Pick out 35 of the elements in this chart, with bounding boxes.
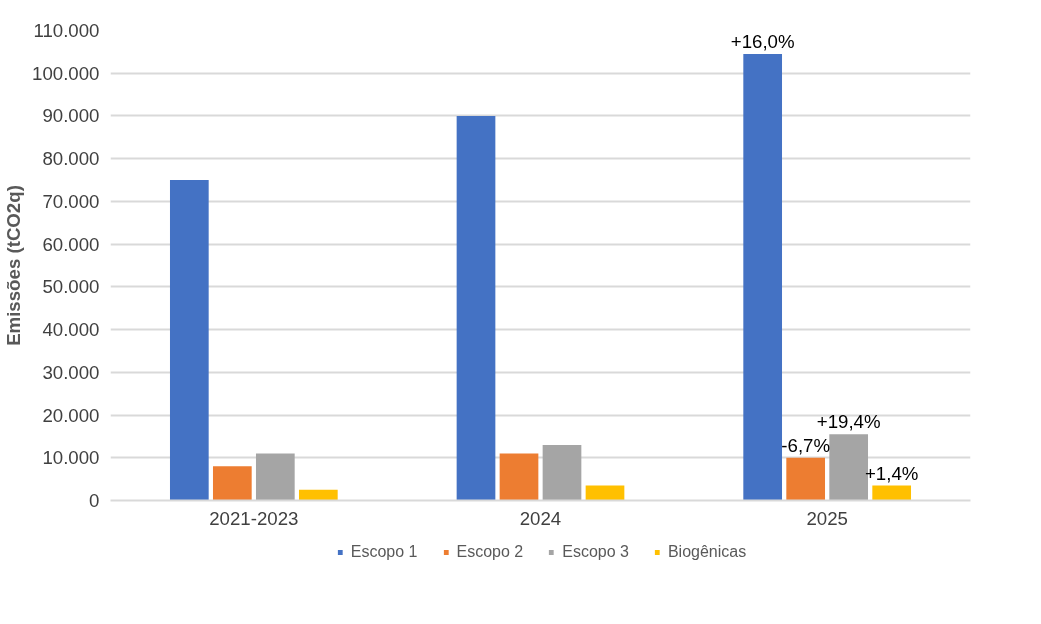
y-axis-title: Emissões (tCO2q) xyxy=(3,185,25,346)
annotation: +19,4% xyxy=(816,411,881,433)
legend-label: Escopo 3 xyxy=(562,543,629,561)
bar xyxy=(743,54,783,501)
annotation: -6,7% xyxy=(781,434,831,456)
y-tick-label: 100.000 xyxy=(32,62,100,84)
y-tick-label: 50.000 xyxy=(42,276,100,298)
y-tick-label: 80.000 xyxy=(42,148,100,170)
y-tick-label: 110.000 xyxy=(33,20,100,41)
y-tick-label: 10.000 xyxy=(42,447,100,469)
bar xyxy=(499,453,539,501)
legend-label: Biogênicas xyxy=(667,543,747,561)
bar xyxy=(255,453,295,501)
y-tick-label: 0 xyxy=(89,490,100,511)
x-tick-label: 2021-2023 xyxy=(209,507,299,529)
annotation: +1,4% xyxy=(864,462,919,484)
y-tick-label: 30.000 xyxy=(42,361,100,383)
x-tick-label: 2024 xyxy=(519,507,562,529)
y-tick-label: 60.000 xyxy=(42,233,100,255)
legend-label: Escopo 2 xyxy=(456,543,524,561)
bar xyxy=(542,444,582,501)
annotation: +16,0% xyxy=(730,31,795,52)
legend-label: Escopo 1 xyxy=(350,543,418,561)
x-tick-label: 2025 xyxy=(806,507,848,529)
bar xyxy=(456,115,496,501)
bar xyxy=(169,180,209,501)
bar xyxy=(872,485,912,501)
y-tick-label: 40.000 xyxy=(42,319,100,341)
y-tick-label: 90.000 xyxy=(42,105,100,127)
bar xyxy=(786,457,826,501)
bar xyxy=(298,489,338,501)
y-tick-label: 20.000 xyxy=(42,404,100,426)
bar xyxy=(212,466,252,501)
bar xyxy=(585,485,625,501)
y-tick-label: 70.000 xyxy=(42,190,100,212)
